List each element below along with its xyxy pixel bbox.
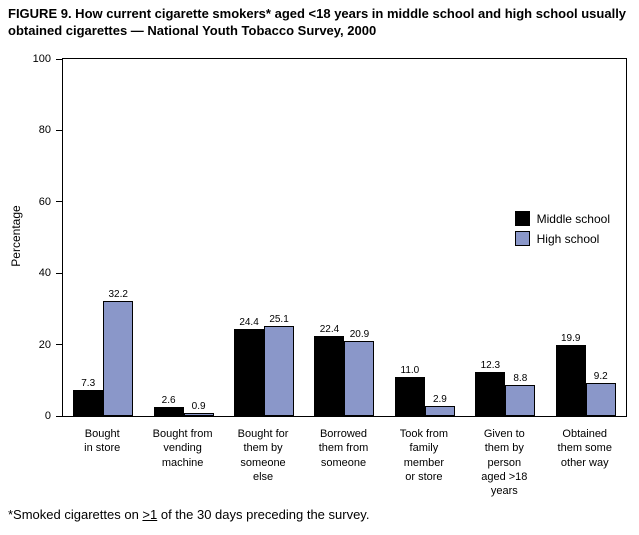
y-tick-label: 60 bbox=[38, 195, 51, 208]
y-tick-label: 80 bbox=[38, 124, 51, 137]
y-tick-label: 20 bbox=[38, 338, 51, 351]
bar-value-label: 22.4 bbox=[319, 324, 340, 336]
bar-value-label: 11.0 bbox=[400, 364, 420, 376]
bar-high-school bbox=[103, 301, 134, 416]
bar-middle-school bbox=[475, 372, 506, 416]
bar-high-school bbox=[264, 326, 295, 416]
bar-column: 25.1 bbox=[264, 59, 295, 416]
bar-high-school bbox=[505, 384, 536, 416]
x-axis-category-label: Took from family member or store bbox=[399, 428, 449, 483]
y-tick-label: 100 bbox=[32, 53, 51, 65]
bar-column: 11.0 bbox=[394, 59, 425, 416]
legend-swatch-middle-school bbox=[514, 211, 530, 226]
y-tick bbox=[56, 201, 63, 203]
bar-column: 9.2 bbox=[585, 59, 616, 416]
bar-value-label: 19.9 bbox=[561, 332, 581, 344]
bar-value-label: 12.3 bbox=[480, 360, 501, 372]
figure-title: FIGURE 9. How current cigarette smokers*… bbox=[8, 6, 627, 38]
footnote-underlined: >1 bbox=[142, 507, 158, 522]
bar-value-label: 24.4 bbox=[239, 316, 259, 328]
bar-column: 32.2 bbox=[103, 59, 134, 416]
bar-value-label: 7.3 bbox=[81, 377, 96, 389]
legend-item-middle-school: Middle school bbox=[514, 211, 610, 226]
bar-column: 2.6 bbox=[153, 59, 184, 416]
bar-group: 22.4 20.9 bbox=[304, 59, 384, 416]
bar-high-school bbox=[183, 412, 214, 416]
bar-group: 7.3 32.2 bbox=[63, 59, 143, 416]
bar-group: 12.3 8.8 bbox=[465, 59, 545, 416]
bar-group: 19.9 9.2 bbox=[546, 59, 626, 416]
x-axis-category-label: Bought in store bbox=[84, 428, 121, 455]
legend: Middle school High school bbox=[514, 211, 610, 251]
bar-column: 20.9 bbox=[344, 59, 375, 416]
bar-middle-school bbox=[153, 406, 184, 416]
bar-high-school bbox=[344, 341, 375, 416]
y-tick-label: 40 bbox=[38, 267, 51, 280]
bar-column: 12.3 bbox=[475, 59, 506, 416]
bar-column: 0.9 bbox=[183, 59, 214, 416]
bar-column: 8.8 bbox=[505, 59, 536, 416]
bar-high-school bbox=[585, 383, 616, 416]
bar-column: 22.4 bbox=[314, 59, 345, 416]
bar-column: 24.4 bbox=[234, 59, 265, 416]
y-tick-label: 0 bbox=[44, 410, 51, 422]
bar-middle-school bbox=[394, 376, 425, 416]
bar-middle-school bbox=[234, 328, 265, 416]
bar-column: 19.9 bbox=[555, 59, 586, 416]
legend-swatch-high-school bbox=[514, 231, 530, 246]
legend-label-middle-school: Middle school bbox=[536, 211, 610, 226]
bar-middle-school bbox=[555, 344, 586, 416]
bar-value-label: 9.2 bbox=[593, 371, 608, 383]
bar-column: 2.9 bbox=[424, 59, 455, 416]
footnote-pre: *Smoked cigarettes on bbox=[8, 507, 143, 522]
bar-column: 7.3 bbox=[73, 59, 104, 416]
bar-group: 11.0 2.9 bbox=[385, 59, 465, 416]
y-tick bbox=[56, 272, 63, 274]
bar-groups: 7.3 32.2 2.6 0.9 24.4 25.1 22.4 20.9 11.0 2.9 12.3… bbox=[63, 59, 626, 416]
y-tick bbox=[56, 344, 63, 346]
x-axis-category-label: Bought for them by someone else bbox=[237, 428, 289, 483]
x-axis-category-label: Given to them by person aged >18 years bbox=[481, 428, 528, 498]
bar-group: 2.6 0.9 bbox=[143, 59, 223, 416]
bar-value-label: 2.9 bbox=[432, 393, 447, 405]
plot-area: Middle school High school 0 20 40 60 80 100 7.… bbox=[33, 53, 627, 422]
x-axis-category-label: Obtained them some other way bbox=[557, 428, 612, 469]
bar-middle-school bbox=[73, 389, 104, 416]
figure-footnote: *Smoked cigarettes on >1 of the 30 days … bbox=[8, 507, 369, 522]
legend-label-high-school: High school bbox=[536, 231, 600, 246]
bar-value-label: 32.2 bbox=[108, 289, 128, 301]
bar-value-label: 2.6 bbox=[161, 394, 176, 406]
y-tick bbox=[56, 129, 63, 131]
bar-value-label: 8.8 bbox=[513, 372, 528, 384]
y-tick bbox=[56, 415, 63, 417]
x-axis-labels: Bought in store Bought from vending machine B… bbox=[62, 427, 625, 498]
bar-value-label: 0.9 bbox=[191, 400, 206, 412]
y-axis-title: Percentage bbox=[9, 205, 23, 267]
y-tick bbox=[56, 58, 63, 60]
bar-middle-school bbox=[314, 336, 345, 416]
x-axis-category-label: Bought from vending machine bbox=[152, 428, 213, 469]
footnote-post: of the 30 days preceding the survey. bbox=[157, 507, 370, 522]
bar-group: 24.4 25.1 bbox=[224, 59, 304, 416]
x-axis-category-label: Borrowed them from someone bbox=[318, 428, 369, 469]
bar-value-label: 25.1 bbox=[269, 314, 289, 326]
bar-value-label: 20.9 bbox=[349, 329, 370, 341]
legend-item-high-school: High school bbox=[514, 231, 610, 246]
bar-high-school bbox=[424, 405, 455, 416]
